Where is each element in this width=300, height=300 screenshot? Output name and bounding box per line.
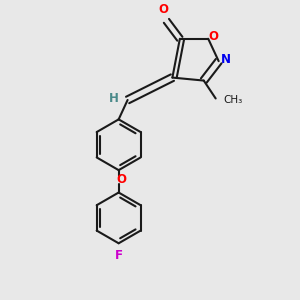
Text: N: N: [221, 53, 231, 66]
Text: O: O: [208, 30, 219, 43]
Text: F: F: [115, 249, 123, 262]
Text: O: O: [158, 3, 168, 16]
Text: O: O: [116, 173, 126, 186]
Text: CH₃: CH₃: [223, 95, 242, 105]
Text: H: H: [109, 92, 119, 105]
